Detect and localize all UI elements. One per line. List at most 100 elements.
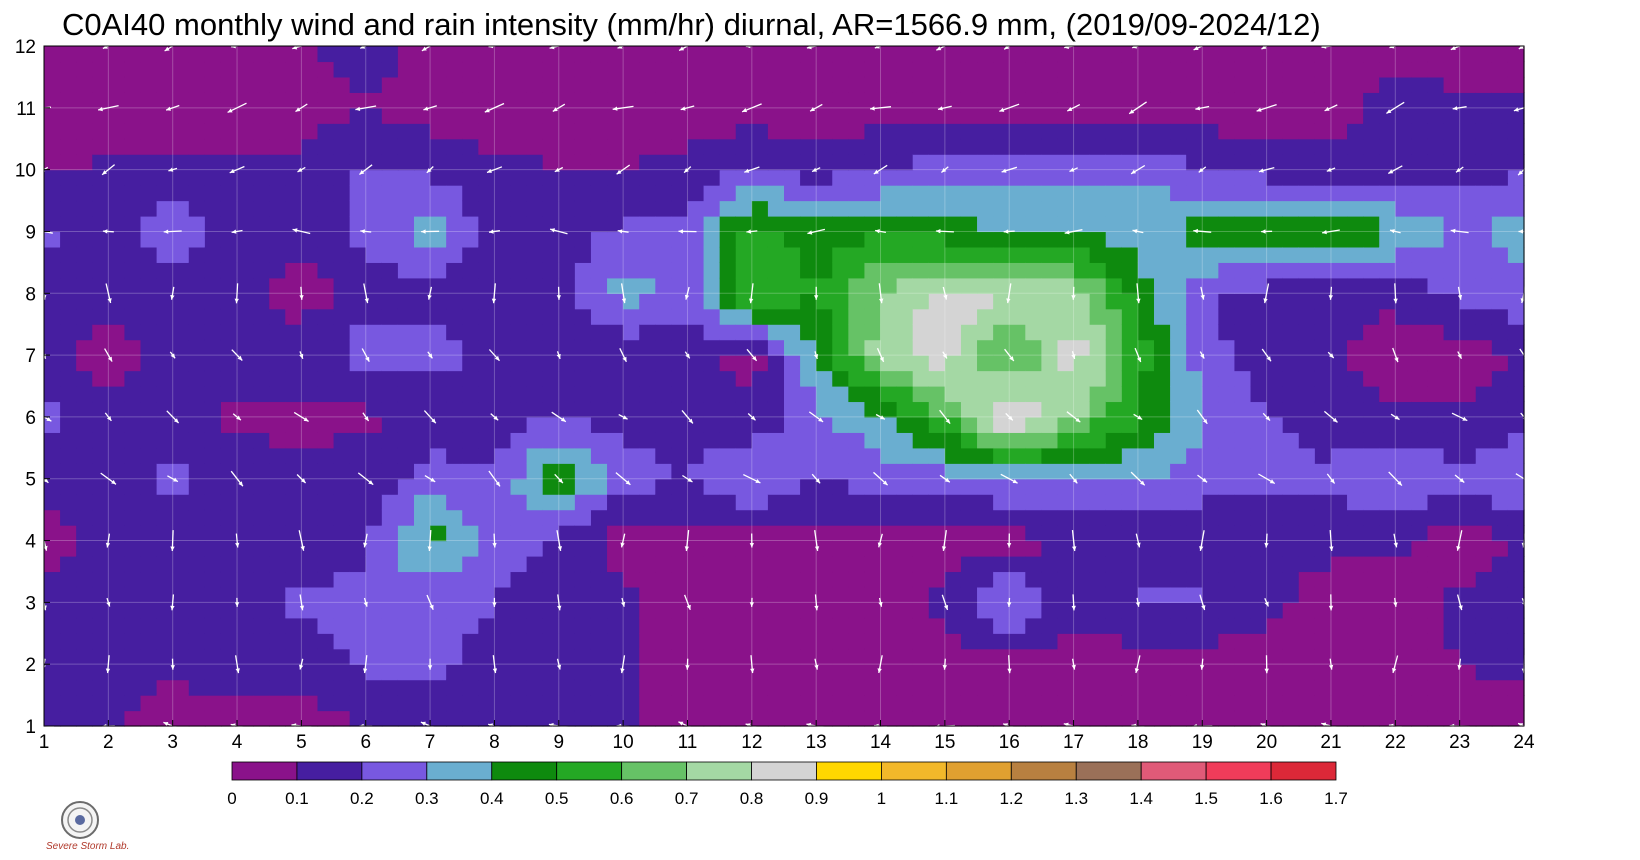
- contour-cell: [44, 556, 61, 573]
- contour-cell: [1507, 540, 1525, 557]
- contour-cell: [1427, 370, 1445, 387]
- contour-cell: [751, 293, 769, 310]
- contour-cell: [172, 138, 190, 155]
- contour-cell: [1137, 138, 1155, 155]
- contour-cell: [44, 494, 61, 511]
- contour-cell: [1459, 216, 1477, 233]
- contour-cell: [542, 246, 560, 263]
- contour-cell: [1491, 277, 1509, 294]
- contour-cell: [285, 370, 302, 387]
- contour-cell: [1427, 525, 1445, 542]
- wind-arrow: [1261, 348, 1272, 362]
- contour-cell: [864, 200, 882, 217]
- contour-cell: [301, 231, 319, 248]
- contour-cell: [124, 339, 142, 356]
- contour-cell: [1330, 710, 1348, 727]
- contour-cell: [1459, 76, 1477, 93]
- wind-arrow: [227, 102, 247, 113]
- contour-cell: [172, 432, 190, 449]
- contour-cell: [237, 308, 254, 325]
- contour-cell: [494, 339, 512, 356]
- contour-cell: [156, 262, 174, 279]
- contour-cell: [542, 648, 560, 665]
- contour-cell: [639, 509, 656, 526]
- contour-cell: [60, 494, 77, 511]
- contour-cell: [253, 169, 270, 186]
- contour-cell: [1041, 355, 1059, 372]
- contour-cell: [510, 123, 528, 140]
- contour-cell: [1105, 339, 1123, 356]
- contour-cell: [1170, 602, 1187, 619]
- contour-cell: [478, 185, 496, 202]
- wind-arrow: [620, 533, 626, 548]
- contour-cell: [1089, 293, 1107, 310]
- contour-cell: [896, 540, 914, 557]
- contour-cell: [1475, 386, 1493, 403]
- contour-cell: [172, 664, 190, 681]
- wind-arrow: [875, 413, 886, 420]
- contour-cell: [430, 76, 447, 93]
- contour-cell: [944, 509, 962, 526]
- contour-cell: [381, 695, 399, 712]
- contour-cell: [751, 246, 769, 263]
- contour-cell: [1137, 246, 1155, 263]
- contour-cell: [1314, 246, 1332, 263]
- contour-cell: [349, 648, 367, 665]
- contour-cell: [719, 602, 737, 619]
- y-tick-label: 1: [25, 717, 36, 738]
- contour-cell: [462, 308, 479, 325]
- contour-cell: [1395, 61, 1412, 78]
- contour-cell: [1234, 695, 1252, 712]
- wind-arrow: [682, 474, 693, 483]
- contour-cell: [333, 571, 351, 588]
- contour-cell: [285, 679, 302, 696]
- contour-cell: [124, 277, 142, 294]
- contour-cell: [92, 586, 109, 603]
- contour-cell: [1073, 386, 1091, 403]
- contour-cell: [993, 123, 1010, 140]
- contour-cell: [671, 355, 689, 372]
- contour-cell: [1009, 416, 1026, 433]
- contour-cell: [1137, 679, 1155, 696]
- contour-cell: [317, 123, 335, 140]
- wind-arrow: [683, 166, 692, 174]
- wind-arrow: [685, 658, 690, 670]
- contour-cell: [993, 277, 1010, 294]
- contour-cell: [1089, 370, 1107, 387]
- contour-cell: [349, 61, 367, 78]
- contour-cell: [92, 386, 109, 403]
- contour-cell: [719, 633, 737, 650]
- contour-cell: [1170, 355, 1187, 372]
- contour-cell: [1218, 447, 1236, 464]
- contour-cell: [928, 416, 946, 433]
- contour-cell: [1475, 61, 1493, 78]
- contour-cell: [285, 478, 302, 495]
- contour-cell: [671, 200, 689, 217]
- contour-cell: [816, 76, 833, 93]
- contour-cell: [172, 46, 190, 63]
- contour-cell: [816, 277, 833, 294]
- contour-cell: [655, 308, 672, 325]
- contour-cell: [1073, 185, 1091, 202]
- contour-cell: [1250, 602, 1268, 619]
- wind-arrow: [355, 105, 377, 111]
- contour-cell: [237, 633, 254, 650]
- contour-cell: [687, 494, 705, 511]
- contour-cell: [1218, 200, 1236, 217]
- contour-cell: [1266, 416, 1284, 433]
- contour-cell: [156, 46, 174, 63]
- contour-cell: [687, 262, 705, 279]
- contour-cell: [92, 679, 109, 696]
- contour-cell: [1314, 617, 1332, 634]
- wind-arrow: [552, 103, 566, 112]
- contour-cell: [92, 138, 109, 155]
- contour-cell: [494, 571, 512, 588]
- contour-cell: [1154, 478, 1171, 495]
- contour-cell: [1234, 61, 1252, 78]
- contour-cell: [1009, 107, 1026, 124]
- contour-cell: [108, 200, 126, 217]
- contour-cell: [607, 293, 624, 310]
- y-tick-label: 12: [15, 37, 36, 58]
- contour-cell: [542, 664, 560, 681]
- contour-cell: [703, 679, 721, 696]
